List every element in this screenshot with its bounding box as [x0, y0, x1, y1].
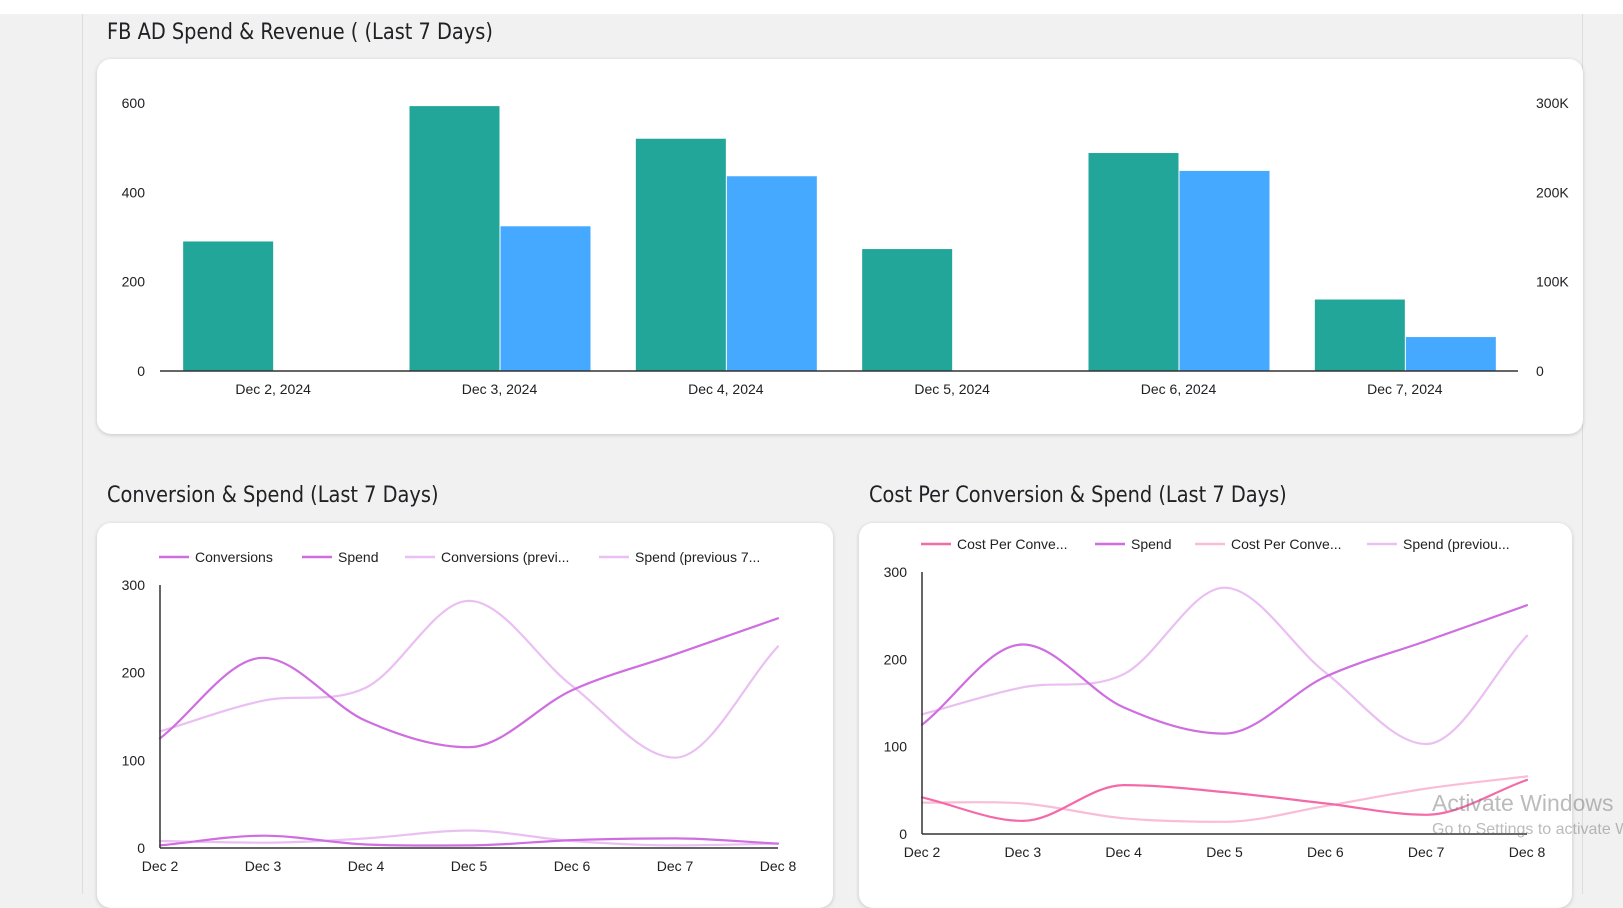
activate-windows-watermark: Activate Windows Go to Settings to activ…	[1432, 790, 1623, 839]
series-line	[920, 778, 1529, 823]
series-line	[920, 775, 1529, 823]
x-axis-tick-label: Dec 3	[1005, 844, 1042, 860]
legend-label: Spend (previou...	[1403, 536, 1510, 552]
legend-label: Spend (previous 7...	[635, 549, 760, 565]
y-axis-tick-label: 200	[884, 651, 908, 667]
x-axis-tick-label: Dec 7	[1408, 844, 1445, 860]
y-axis-right-tick-label: 0	[1536, 363, 1544, 379]
section-title-cost-per-conversion: Cost Per Conversion & Spend (Last 7 Days…	[869, 483, 1287, 508]
legend-label: Conversions	[195, 549, 273, 565]
x-axis-tick-label: Dec 2, 2024	[235, 381, 311, 397]
y-axis-tick-label: 100	[122, 752, 146, 768]
bar-left-axis	[183, 241, 274, 371]
y-axis-left-tick-label: 0	[137, 363, 145, 379]
legend-label: Conversions (previ...	[441, 549, 569, 565]
bar-right-axis	[1179, 170, 1270, 371]
bar-right-axis	[1405, 337, 1496, 371]
x-axis-tick-label: Dec 8	[1509, 844, 1546, 860]
bar-left-axis	[1088, 153, 1179, 371]
conversion-spend-chart: Conversions Spend Conversions (previ... Spe…	[122, 549, 797, 874]
series-line	[158, 829, 780, 847]
x-axis-tick-label: Dec 2	[142, 858, 179, 874]
x-axis-tick-label: Dec 6	[1307, 844, 1344, 860]
x-axis-tick-label: Dec 4	[1105, 844, 1142, 860]
y-axis-tick-label: 300	[122, 577, 146, 593]
y-axis-right-tick-label: 300K	[1536, 95, 1569, 111]
cost-per-conversion-card: Cost Per Conve... Spend Cost Per Conve... S…	[859, 523, 1572, 908]
x-axis-tick-label: Dec 4	[348, 858, 385, 874]
legend-label: Spend	[338, 549, 378, 565]
bar-left-axis	[1314, 299, 1405, 371]
x-axis-tick-label: Dec 7, 2024	[1367, 381, 1443, 397]
top-bar	[0, 0, 1623, 14]
x-axis-tick-label: Dec 5	[1206, 844, 1243, 860]
right-strip	[1583, 14, 1623, 894]
x-axis-tick-label: Dec 5	[451, 858, 488, 874]
bar-left-axis	[635, 138, 726, 371]
x-axis-tick-label: Dec 3	[245, 858, 282, 874]
y-axis-tick-label: 300	[884, 564, 908, 580]
x-axis-tick-label: Dec 2	[904, 844, 941, 860]
right-divider	[1582, 14, 1583, 894]
series-line	[920, 604, 1529, 735]
section-title-ad-spend-revenue: FB AD Spend & Revenue ( (Last 7 Days)	[107, 20, 493, 45]
x-axis-tick-label: Dec 5, 2024	[914, 381, 990, 397]
conversion-spend-card: Conversions Spend Conversions (previ... Spe…	[97, 523, 833, 908]
cost-per-conversion-chart: Cost Per Conve... Spend Cost Per Conve... S…	[884, 536, 1546, 860]
bar-right-axis	[726, 176, 817, 371]
series-line	[158, 599, 780, 759]
legend-label: Cost Per Conve...	[957, 536, 1068, 552]
watermark-subtitle: Go to Settings to activate Windows.	[1432, 821, 1623, 838]
x-axis-tick-label: Dec 6, 2024	[1141, 381, 1217, 397]
legend-label: Spend	[1131, 536, 1171, 552]
left-divider	[82, 14, 83, 894]
y-axis-left-tick-label: 400	[122, 184, 146, 200]
ad-spend-revenue-chart: 0 200 400 600 0 100K 200K 300K Dec 2, 2024 Dec 3,…	[122, 95, 1570, 397]
y-axis-tick-label: 100	[884, 739, 908, 755]
y-axis-left-tick-label: 600	[122, 95, 146, 111]
y-axis-tick-label: 0	[137, 840, 145, 856]
x-axis-tick-label: Dec 6	[554, 858, 591, 874]
x-axis-tick-label: Dec 7	[657, 858, 694, 874]
series-line	[158, 617, 780, 749]
y-axis-tick-label: 200	[122, 665, 146, 681]
bar-left-axis	[409, 106, 500, 372]
y-axis-right-tick-label: 200K	[1536, 184, 1569, 200]
ad-spend-revenue-card: 0 200 400 600 0 100K 200K 300K Dec 2, 2024 Dec 3,…	[97, 59, 1583, 434]
section-title-conversion-spend: Conversion & Spend (Last 7 Days)	[107, 483, 439, 508]
y-axis-tick-label: 0	[899, 826, 907, 842]
series-line	[920, 586, 1529, 746]
y-axis-left-tick-label: 200	[122, 274, 146, 290]
legend-label: Cost Per Conve...	[1231, 536, 1342, 552]
x-axis-tick-label: Dec 4, 2024	[688, 381, 764, 397]
x-axis-tick-label: Dec 8	[760, 858, 797, 874]
bar-left-axis	[862, 249, 953, 371]
x-axis-tick-label: Dec 3, 2024	[462, 381, 538, 397]
series-line	[158, 834, 780, 847]
watermark-title: Activate Windows	[1432, 790, 1614, 816]
y-axis-right-tick-label: 100K	[1536, 274, 1569, 290]
bar-right-axis	[500, 226, 591, 371]
